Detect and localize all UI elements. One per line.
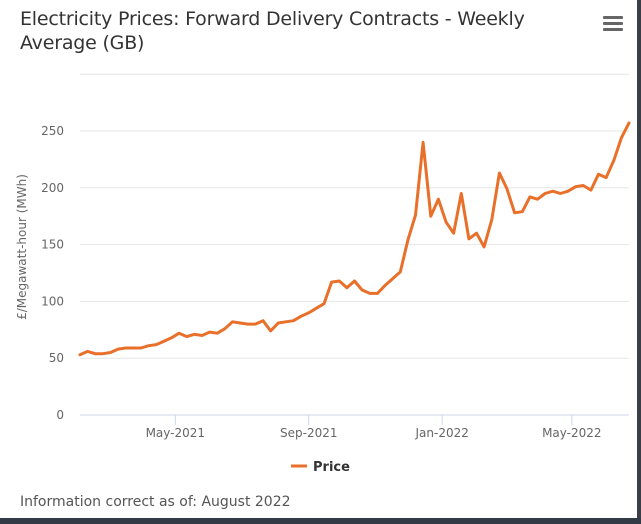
data-point[interactable]	[368, 292, 371, 295]
data-point[interactable]	[231, 320, 234, 324]
y-tick-label: 200	[41, 181, 64, 195]
x-tick-label: May-2022	[542, 426, 601, 440]
data-point[interactable]	[261, 319, 265, 322]
data-point[interactable]	[467, 237, 471, 241]
x-tick-label: May-2021	[146, 426, 205, 440]
data-point[interactable]	[124, 346, 127, 350]
data-point[interactable]	[86, 350, 89, 353]
series-line-price[interactable]	[78, 121, 631, 357]
data-point[interactable]	[139, 346, 143, 350]
legend-label-price[interactable]: Price	[313, 460, 350, 475]
data-point[interactable]	[101, 352, 105, 355]
data-point[interactable]	[513, 211, 516, 214]
data-point[interactable]	[284, 320, 288, 324]
data-point[interactable]	[429, 215, 432, 218]
footer-note: Information correct as of: August 2022	[20, 494, 291, 510]
data-point[interactable]	[116, 347, 120, 351]
data-point[interactable]	[322, 302, 326, 305]
data-point[interactable]	[177, 332, 181, 335]
y-tick-label: 50	[49, 351, 64, 365]
data-point[interactable]	[612, 159, 615, 162]
hamburger-menu-icon[interactable]	[603, 16, 623, 32]
data-point[interactable]	[78, 353, 82, 356]
chart-title: Electricity Prices: Forward Delivery Con…	[20, 8, 525, 54]
data-point[interactable]	[208, 330, 211, 334]
data-point[interactable]	[223, 327, 227, 330]
data-point[interactable]	[528, 195, 532, 199]
data-point[interactable]	[94, 352, 97, 355]
data-point[interactable]	[399, 270, 402, 274]
x-tick-label: Sep-2021	[280, 426, 338, 440]
data-point[interactable]	[330, 280, 333, 284]
data-point[interactable]	[551, 190, 554, 193]
data-point[interactable]	[414, 213, 417, 217]
data-point[interactable]	[559, 192, 562, 195]
data-point[interactable]	[620, 136, 623, 140]
data-point[interactable]	[604, 176, 608, 179]
data-point[interactable]	[406, 238, 410, 242]
data-point[interactable]	[170, 336, 173, 339]
data-point[interactable]	[254, 322, 257, 326]
data-point[interactable]	[521, 210, 524, 213]
data-point[interactable]	[147, 344, 150, 347]
data-point[interactable]	[193, 333, 196, 336]
data-point[interactable]	[574, 185, 577, 188]
window-bottom-bar	[0, 518, 641, 524]
data-point[interactable]	[505, 187, 509, 191]
data-point[interactable]	[627, 121, 631, 125]
data-point[interactable]	[482, 245, 486, 249]
data-point[interactable]	[391, 277, 394, 280]
data-point[interactable]	[338, 279, 341, 283]
data-point[interactable]	[490, 218, 493, 221]
legend[interactable]: Price	[291, 460, 350, 475]
data-point[interactable]	[277, 321, 280, 325]
data-point[interactable]	[543, 192, 547, 195]
data-point[interactable]	[437, 197, 440, 201]
data-point[interactable]	[238, 321, 242, 325]
data-point[interactable]	[475, 232, 478, 235]
data-point[interactable]	[353, 279, 356, 283]
data-point[interactable]	[307, 311, 310, 314]
data-point[interactable]	[299, 314, 303, 318]
data-point[interactable]	[109, 351, 112, 354]
data-point[interactable]	[421, 141, 425, 144]
data-point[interactable]	[444, 220, 448, 224]
data-point[interactable]	[566, 190, 570, 193]
window-edge	[637, 0, 641, 524]
y-tick-label: 250	[41, 124, 64, 138]
y-axis-label: £/Megawatt-hour (MWh)	[15, 174, 29, 320]
data-point[interactable]	[185, 335, 188, 338]
data-point[interactable]	[582, 184, 585, 187]
data-point[interactable]	[597, 172, 600, 176]
data-point[interactable]	[155, 343, 158, 346]
data-point[interactable]	[200, 334, 204, 337]
y-tick-label: 0	[56, 408, 64, 422]
data-point[interactable]	[376, 292, 379, 295]
data-point[interactable]	[589, 188, 593, 192]
data-point[interactable]	[162, 339, 166, 343]
data-point[interactable]	[292, 319, 295, 322]
data-point[interactable]	[383, 284, 387, 287]
data-point[interactable]	[132, 346, 135, 350]
data-point[interactable]	[269, 329, 272, 333]
data-point[interactable]	[498, 171, 501, 175]
y-tick-label: 150	[41, 238, 64, 252]
data-point[interactable]	[536, 197, 539, 201]
y-tick-label: 100	[41, 294, 64, 308]
data-point[interactable]	[460, 192, 463, 195]
x-tick-label: Jan-2022	[415, 426, 469, 440]
data-point[interactable]	[360, 288, 364, 292]
data-point[interactable]	[216, 332, 219, 335]
data-point[interactable]	[345, 286, 349, 289]
data-point[interactable]	[246, 322, 249, 326]
data-point[interactable]	[315, 307, 318, 310]
data-point[interactable]	[452, 232, 455, 235]
